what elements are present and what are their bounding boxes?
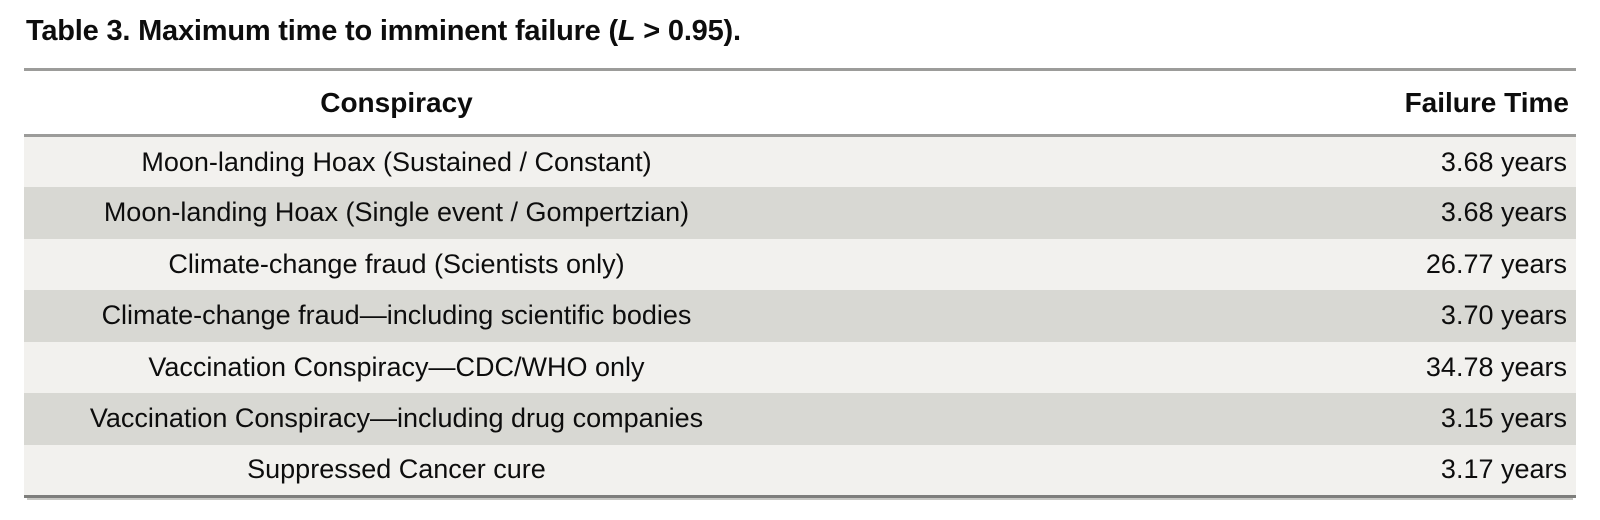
failure-time-table: Conspiracy Failure Time Moon-landing Hoa… <box>24 68 1576 498</box>
table-row: Vaccination Conspiracy—CDC/WHO only 34.7… <box>24 341 1576 393</box>
table-row: Moon-landing Hoax (Single event / Gomper… <box>24 187 1576 239</box>
conspiracy-cell: Vaccination Conspiracy—including drug co… <box>89 403 704 434</box>
table-header: Conspiracy Failure Time <box>24 68 1576 137</box>
failure-time-cell: 34.78 years <box>1425 351 1567 382</box>
table-row: Moon-landing Hoax (Sustained / Constant)… <box>24 135 1576 187</box>
failure-time-cell: 3.17 years <box>1440 454 1567 484</box>
table-row: Climate-change fraud (Scientists only) 2… <box>24 238 1576 290</box>
table-row: Suppressed Cancer cure 3.17 years <box>24 444 1576 496</box>
conspiracy-cell: Climate-change fraud (Scientists only) <box>168 248 625 279</box>
table-body: Moon-landing Hoax (Sustained / Constant)… <box>24 135 1576 496</box>
table-caption: Table 3. Maximum time to imminent failur… <box>24 0 1576 50</box>
failure-time-cell: 3.68 years <box>1440 146 1567 177</box>
conspiracy-cell: Vaccination Conspiracy—CDC/WHO only <box>148 351 645 382</box>
caption-variable-L: L <box>617 15 636 47</box>
failure-time-cell: 3.15 years <box>1440 403 1567 434</box>
conspiracy-cell: Climate-change fraud—including scientifi… <box>101 300 692 331</box>
conspiracy-cell: Moon-landing Hoax (Single event / Gomper… <box>103 197 690 228</box>
failure-time-cell: 26.77 years <box>1425 248 1567 279</box>
failure-time-cell: 3.68 years <box>1440 197 1567 228</box>
column-header-failure-time: Failure Time <box>768 68 1576 137</box>
failure-time-cell: 3.70 years <box>1440 300 1567 331</box>
caption-suffix: > 0.95). <box>635 15 741 47</box>
header-row: Conspiracy Failure Time <box>24 68 1576 137</box>
conspiracy-cell: Moon-landing Hoax (Sustained / Constant) <box>141 146 652 177</box>
table-row: Vaccination Conspiracy—including drug co… <box>24 393 1576 445</box>
conspiracy-cell: Suppressed Cancer cure <box>247 454 546 484</box>
table-row: Climate-change fraud—including scientifi… <box>24 290 1576 342</box>
caption-prefix: Table 3. Maximum time to imminent failur… <box>26 15 618 47</box>
table-figure: Table 3. Maximum time to imminent failur… <box>24 0 1576 498</box>
column-header-conspiracy: Conspiracy <box>24 68 769 137</box>
